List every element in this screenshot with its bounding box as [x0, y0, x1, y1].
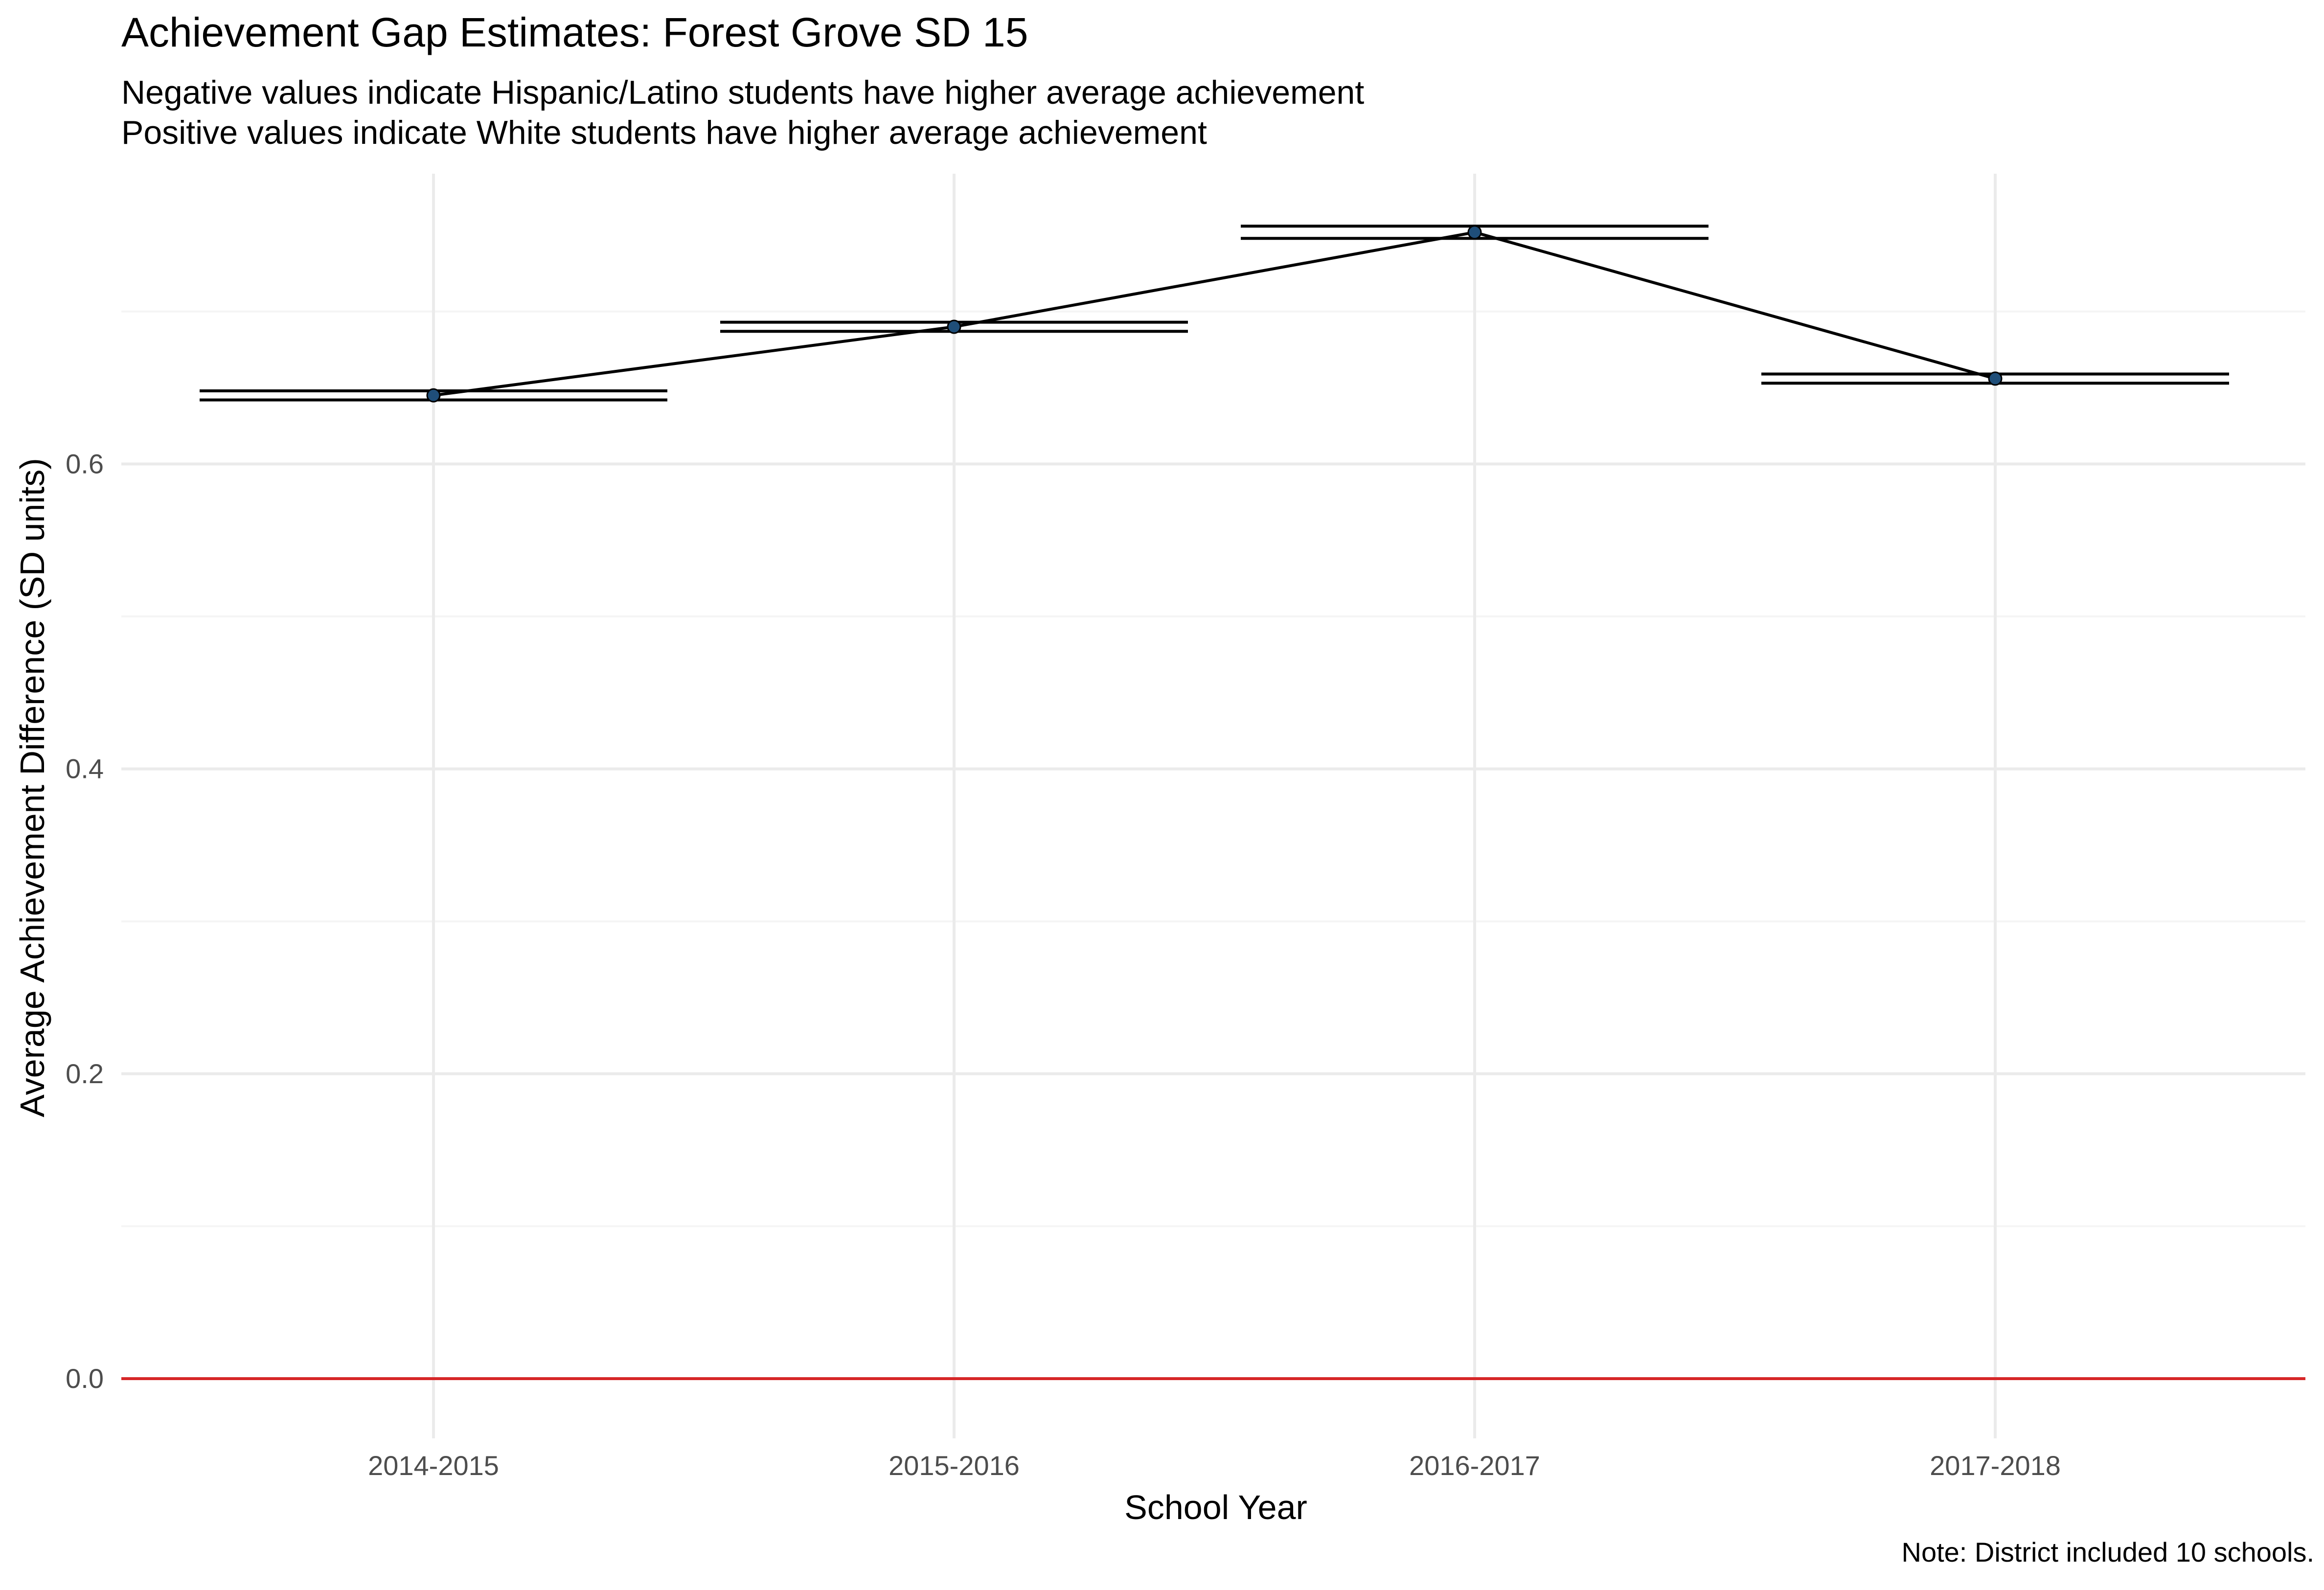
series-layer: [433, 230, 1996, 397]
data-point: [947, 319, 961, 334]
y-tick-label: 0.2: [66, 1058, 104, 1089]
y-tick-labels: 0.0 0.2 0.4 0.6: [66, 448, 104, 1394]
chart-caption: Note: District included 10 schools.: [1901, 1537, 2315, 1567]
x-axis-title: School Year: [1124, 1488, 1307, 1526]
x-tick-label: 2017-2018: [1930, 1450, 2061, 1481]
x-tick-label: 2014-2015: [368, 1450, 499, 1481]
chart-title: Achievement Gap Estimates: Forest Grove …: [121, 9, 1028, 55]
y-tick-label: 0.0: [66, 1363, 104, 1394]
points-layer: [426, 225, 2003, 403]
series-line: [433, 230, 1996, 397]
y-tick-label: 0.4: [66, 753, 104, 784]
y-axis-title: Average Achievement Difference (SD units…: [13, 458, 51, 1117]
x-tick-label: 2016-2017: [1409, 1450, 1540, 1481]
grid-layer: [121, 174, 2305, 1438]
y-tick-label: 0.6: [66, 448, 104, 479]
data-point: [426, 388, 441, 403]
x-tick-label: 2015-2016: [889, 1450, 1020, 1481]
error-bars-layer: [200, 225, 2229, 402]
x-tick-labels: 2014-2015 2015-2016 2016-2017 2017-2018: [368, 1450, 2061, 1481]
chart-subtitle-line-1: Negative values indicate Hispanic/Latino…: [121, 74, 1365, 111]
data-point: [1467, 225, 1482, 240]
data-point: [1988, 371, 2003, 386]
chart-subtitle-line-2: Positive values indicate White students …: [121, 114, 1207, 151]
